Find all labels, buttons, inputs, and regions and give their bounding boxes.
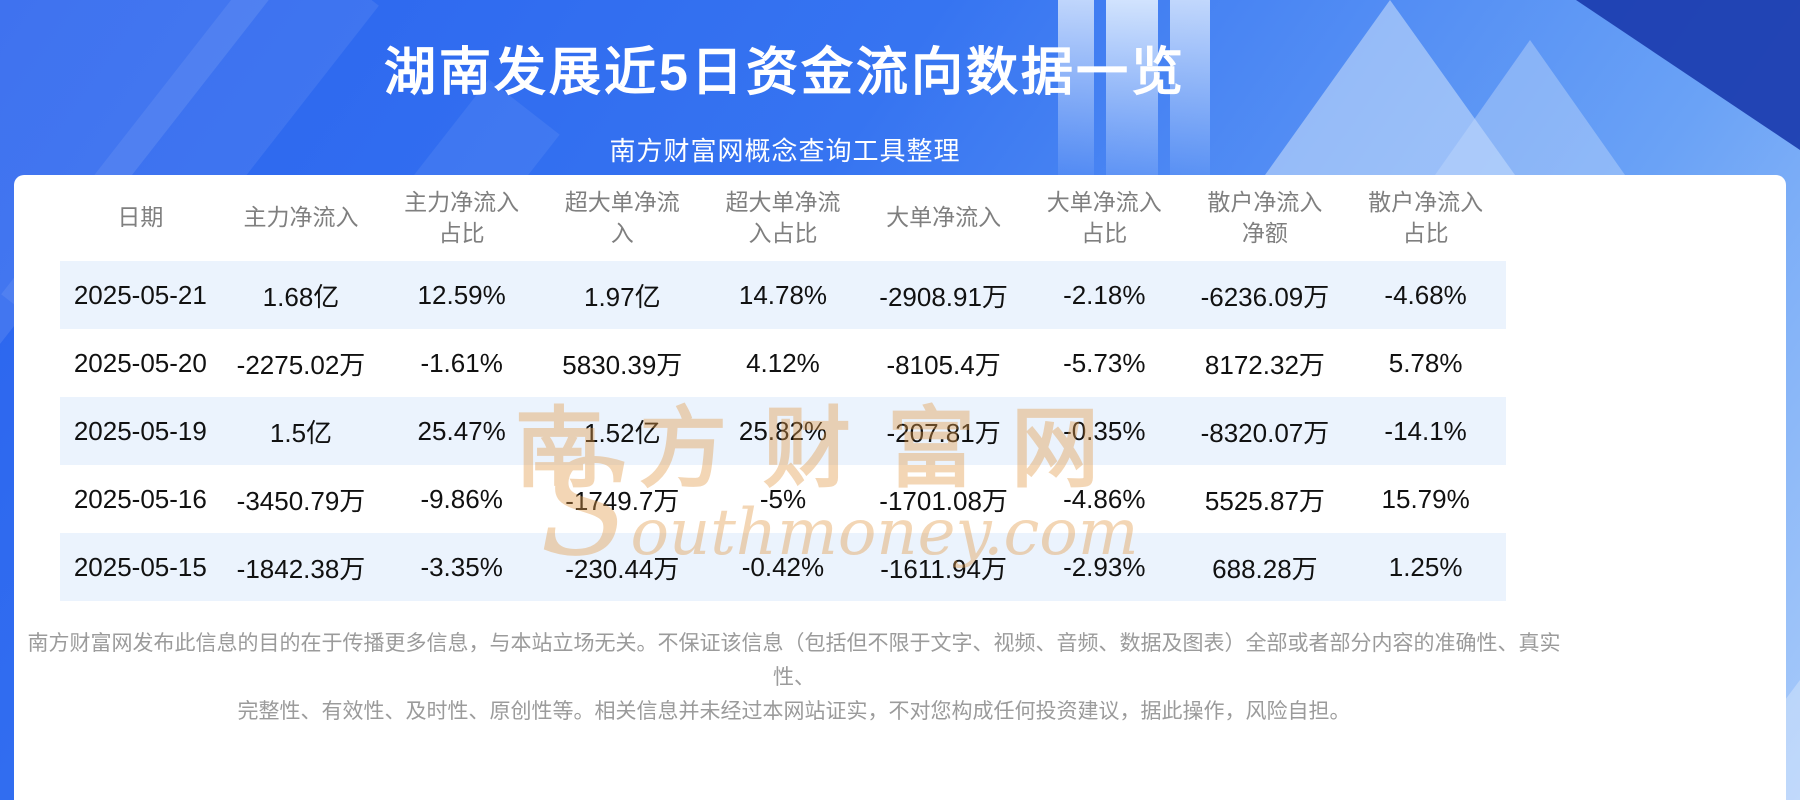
page-subtitle: 南方财富网概念查询工具整理 bbox=[609, 136, 961, 166]
disclaimer-line-2: 完整性、有效性、及时性、原创性等。相关信息并未经过本网站证实，不对您构成任何投资… bbox=[237, 700, 1351, 723]
column-header: 主力净流入占比 bbox=[404, 188, 520, 246]
value-cell: 688.28万 bbox=[1212, 553, 1318, 584]
page-header: 湖南发展近5日资金流向数据一览 南方财富网概念查询工具整理 bbox=[0, 0, 1570, 168]
disclaimer-line-1: 南方财富网发布此信息的目的在于传播更多信息，与本站立场无关。不保证该信息（包括但… bbox=[27, 632, 1561, 689]
value-cell: -4.68% bbox=[1384, 279, 1467, 310]
date-cell: 2025-05-21 bbox=[73, 279, 207, 310]
value-cell: 1.68亿 bbox=[262, 281, 340, 312]
value-cell: 1.52亿 bbox=[583, 417, 661, 448]
value-cell: -5% bbox=[759, 483, 807, 514]
column-header: 主力净流入 bbox=[243, 204, 359, 231]
value-cell: -0.35% bbox=[1063, 415, 1146, 446]
value-cell: 4.12% bbox=[746, 347, 820, 378]
building-bar-shape bbox=[1058, 0, 1094, 175]
value-cell: -0.42% bbox=[741, 551, 825, 582]
value-cell: -3.35% bbox=[420, 551, 503, 582]
value-cell: -5.73% bbox=[1063, 347, 1146, 378]
fund-flow-table: 日期 主力净流入 主力净流入占比 超大单净流入 超大单净流入占比 大单净流入 大单净流入占比… bbox=[60, 175, 1506, 601]
column-header: 日期 bbox=[117, 204, 164, 231]
value-cell: 5.78% bbox=[1388, 347, 1463, 378]
table-header-row: 日期 主力净流入 主力净流入占比 超大单净流入 超大单净流入占比 大单净流入 大单净流入占比… bbox=[60, 175, 1506, 261]
value-cell: -8105.4万 bbox=[886, 349, 1001, 380]
value-cell: -207.81万 bbox=[886, 417, 1001, 448]
column-header: 散户净流入净额 bbox=[1207, 188, 1323, 246]
value-cell: -1842.38万 bbox=[236, 553, 366, 584]
value-cell: -230.44万 bbox=[565, 553, 680, 584]
value-cell: 5525.87万 bbox=[1204, 485, 1325, 516]
date-cell: 2025-05-15 bbox=[73, 551, 207, 582]
table-body: 2025-05-21 1.68亿 12.59% 1.97亿 14.78% -2908.91… bbox=[60, 261, 1506, 601]
value-cell: -2.93% bbox=[1063, 551, 1146, 582]
value-cell: -3450.79万 bbox=[236, 485, 366, 516]
building-bar-shape bbox=[1106, 0, 1158, 175]
page-title: 湖南发展近5日资金流向数据一览 bbox=[384, 44, 1186, 102]
data-card: 日期 主力净流入 主力净流入占比 超大单净流入 超大单净流入占比 大单净流入 大单净流入占比… bbox=[14, 175, 1786, 800]
value-cell: 15.79% bbox=[1381, 483, 1470, 514]
value-cell: 12.59% bbox=[417, 279, 506, 310]
value-cell: -2908.91万 bbox=[879, 281, 1008, 312]
table-row: 2025-05-21 1.68亿 12.59% 1.97亿 14.78% -2908.91… bbox=[60, 261, 1506, 329]
disclaimer: 南方财富网发布此信息的目的在于传播更多信息，与本站立场无关。不保证该信息（包括但… bbox=[14, 627, 1574, 729]
value-cell: 25.82% bbox=[738, 415, 828, 446]
value-cell: 8172.32万 bbox=[1204, 349, 1325, 380]
value-cell: -9.86% bbox=[420, 483, 503, 514]
value-cell: -4.86% bbox=[1063, 483, 1146, 514]
date-cell: 2025-05-20 bbox=[73, 347, 207, 378]
table-row: 2025-05-19 1.5亿 25.47% 1.52亿 25.82% -207.81万 -… bbox=[60, 397, 1506, 465]
value-cell: 1.97亿 bbox=[583, 281, 661, 312]
value-cell: -1701.08万 bbox=[879, 485, 1008, 516]
table-row: 2025-05-16 -3450.79万 -9.86% -1749.7万 -5% -170… bbox=[60, 465, 1506, 533]
table-row: 2025-05-15 -1842.38万 -3.35% -230.44万 -0.42% -… bbox=[60, 533, 1506, 601]
value-cell: -2.18% bbox=[1063, 279, 1146, 310]
column-header: 超大单净流入占比 bbox=[725, 188, 841, 246]
value-cell: 1.5亿 bbox=[269, 417, 333, 448]
column-header: 超大单净流入 bbox=[564, 188, 680, 246]
value-cell: 1.25% bbox=[1388, 551, 1463, 582]
value-cell: -6236.09万 bbox=[1200, 281, 1330, 312]
date-cell: 2025-05-19 bbox=[73, 415, 207, 446]
column-header: 大单净流入占比 bbox=[1046, 188, 1162, 246]
value-cell: -8320.07万 bbox=[1200, 417, 1330, 448]
value-cell: 5830.39万 bbox=[562, 349, 683, 380]
value-cell: -14.1% bbox=[1384, 415, 1467, 446]
value-cell: 25.47% bbox=[417, 415, 506, 446]
column-header: 散户净流入占比 bbox=[1368, 188, 1484, 246]
value-cell: -1.61% bbox=[420, 347, 503, 378]
value-cell: -2275.02万 bbox=[236, 349, 366, 380]
column-header: 大单净流入 bbox=[886, 204, 1002, 231]
building-bar-shape bbox=[1170, 0, 1210, 175]
table-row: 2025-05-20 -2275.02万 -1.61% 5830.39万 4.12% -8… bbox=[60, 329, 1506, 397]
value-cell: -1749.7万 bbox=[565, 485, 680, 516]
date-cell: 2025-05-16 bbox=[73, 483, 207, 514]
value-cell: -1611.94万 bbox=[880, 553, 1007, 584]
value-cell: 14.78% bbox=[738, 279, 828, 310]
